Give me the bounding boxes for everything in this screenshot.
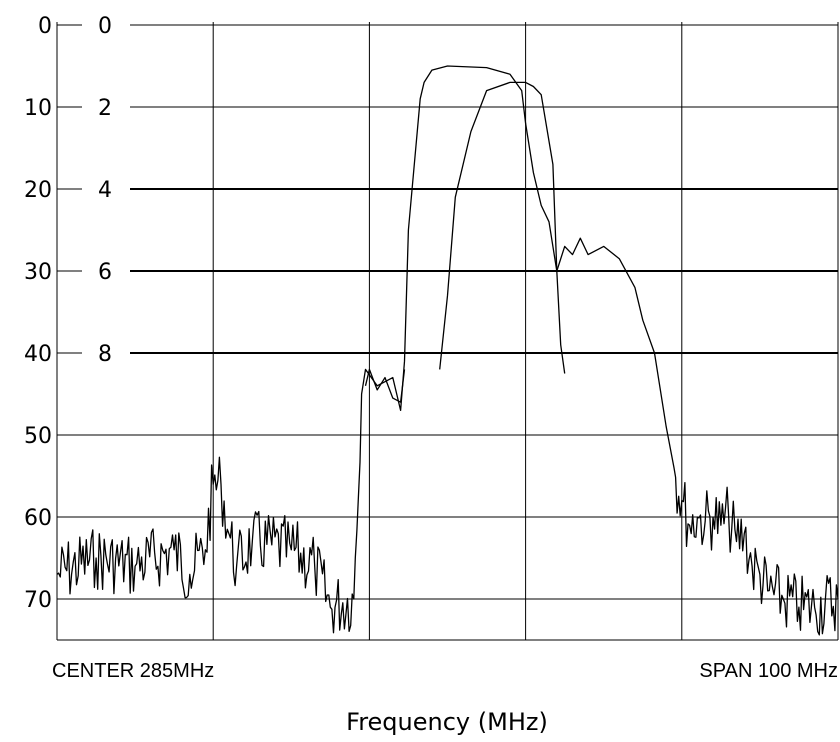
outer-trace bbox=[366, 369, 405, 402]
inner-y-tick-label: 0 bbox=[98, 14, 112, 39]
inner-y-tick-label: 4 bbox=[98, 178, 112, 203]
outer-y-tick-label: 50 bbox=[24, 424, 52, 449]
outer-y-tick-label: 70 bbox=[24, 588, 52, 613]
x-axis-title: Frequency (MHz) bbox=[346, 708, 548, 736]
outer-y-tick-label: 60 bbox=[24, 506, 52, 531]
inner-y-tick-label: 8 bbox=[98, 342, 112, 367]
outer-y-tick-label: 30 bbox=[24, 260, 52, 285]
outer-trace bbox=[57, 66, 838, 635]
span-label: SPAN 100 MHz bbox=[699, 660, 838, 682]
inner-trace bbox=[440, 82, 565, 373]
outer-y-tick-label: 20 bbox=[24, 178, 52, 203]
outer-y-tick-label: 10 bbox=[24, 96, 52, 121]
inner-y-tick-label: 2 bbox=[98, 96, 112, 121]
outer-y-tick-label: 40 bbox=[24, 342, 52, 367]
outer-y-tick-label: 0 bbox=[38, 14, 52, 39]
axis-labels: 0 10 20 30 40 50 60 70 0 2 4 6 8 bbox=[24, 14, 112, 613]
inner-y-tick-label: 6 bbox=[98, 260, 112, 285]
traces bbox=[57, 66, 838, 635]
center-frequency-label: CENTER 285MHz bbox=[52, 660, 214, 682]
